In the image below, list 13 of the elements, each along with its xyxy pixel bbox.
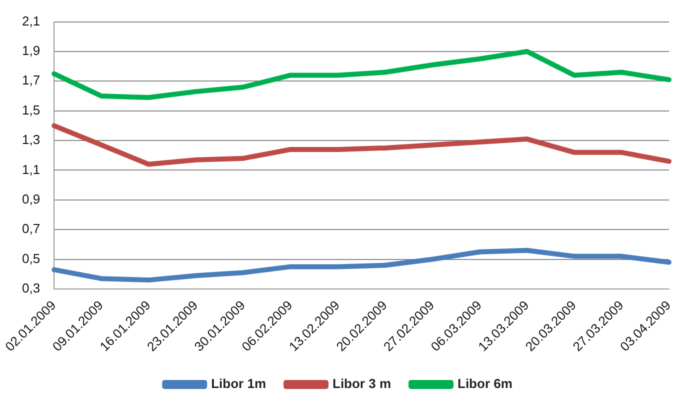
y-tick-label: 1,3 [22,132,40,148]
y-tick-label: 1,7 [22,72,40,88]
legend-label: Libor 3 m [332,376,392,392]
y-tick-label: 1,5 [22,102,40,118]
y-tick-label: 0,9 [22,191,40,206]
legend-label: Libor 6m [458,376,512,392]
y-tick-label: 2,1 [22,13,40,28]
legend-label: Libor 1m [211,376,266,392]
y-tick-label: 0,3 [22,280,40,296]
y-tick-label: 1,1 [22,162,40,177]
y-tick-label: 0,7 [22,221,40,236]
y-tick-label: 0,5 [22,250,40,266]
y-tick-label: 1,9 [22,43,40,58]
